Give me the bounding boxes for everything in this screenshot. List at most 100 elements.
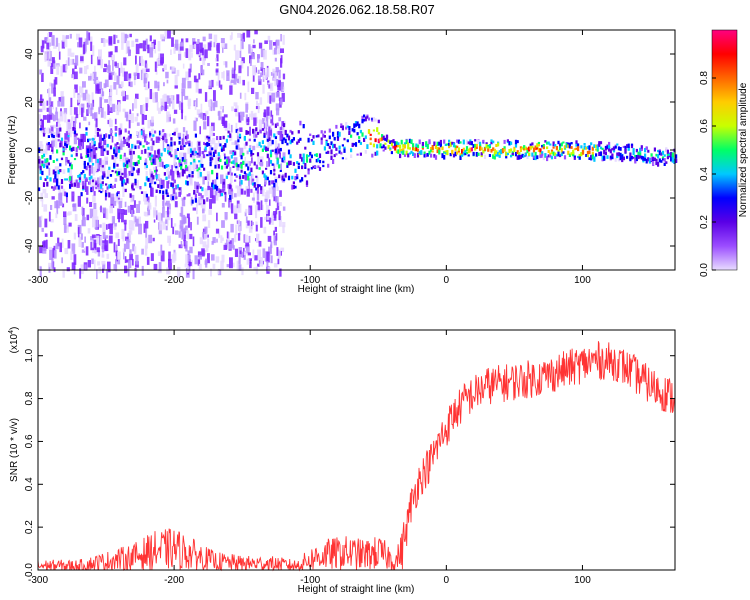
spectrogram-band-cell [454,146,457,151]
spectrogram-noise-cell [125,94,129,100]
spectrogram-noise-cell [93,202,97,210]
spectrogram-noise-cell [144,158,148,166]
spectrogram-noise-cell [136,122,140,126]
spectrogram-noise-cell [165,212,167,220]
spectrogram-band-cell [626,155,629,159]
spectrogram-noise-cell [133,200,136,208]
spectrogram-noise-cell [69,105,73,116]
spectrogram-noise-cell [189,233,193,240]
spectrogram-noise-cell [102,263,106,270]
spectrogram-noise-cell [40,215,43,221]
spectrogram-noise-cell [113,200,117,206]
spectrogram-band-cell [441,153,444,159]
spectrogram-band-cell [459,153,462,156]
spectrogram-band-cell [477,152,480,156]
spectrogram-noise-cell [55,111,59,121]
spectrogram-band-cell [93,140,96,145]
spectrogram-noise-cell [202,54,206,66]
spectrogram-noise-cell [249,145,252,151]
spectrogram-band-cell [162,129,165,133]
spectrogram-band-cell [95,186,98,190]
spectrogram-noise-cell [128,170,131,176]
spectrogram-noise-cell [96,269,98,280]
spectrogram-band-cell [243,137,246,140]
spectrogram-band-cell [238,133,242,138]
spectrogram-noise-cell [272,71,276,78]
spectrogram-noise-cell [157,41,161,52]
spectrogram-noise-cell [247,252,251,256]
spectrogram-noise-cell [209,126,214,137]
spectrogram-noise-cell [119,168,123,175]
spectrogram-noise-cell [195,164,199,169]
spectrogram-noise-cell [218,80,221,88]
spectrogram-noise-cell [282,126,284,134]
spectrogram-band-cell [108,134,111,139]
spectrogram-noise-cell [216,63,219,67]
spectrogram-band-cell [108,184,111,189]
spectrogram-band-cell [652,156,655,160]
spectrogram-noise-cell [268,128,273,138]
spectrogram-noise-cell [198,255,202,260]
spectrogram-band-cell [39,128,42,131]
spectrogram-band-cell [193,158,196,162]
spectrogram-noise-cell [260,72,263,77]
spectrogram-band-cell [258,184,261,187]
spectrogram-band-cell [328,135,331,140]
spectrogram-noise-cell [180,102,184,114]
spectrogram-band-cell [60,185,64,189]
spectrogram-band-cell [461,153,464,157]
spectrogram-band-cell [160,130,163,134]
spectrogram-noise-cell [60,65,63,77]
spectrogram-noise-cell [114,61,117,67]
spectrogram-noise-cell [135,254,139,265]
spectrogram-band-cell [114,132,117,135]
spectrogram-noise-cell [198,88,202,94]
spectrogram-band-cell [103,134,106,138]
spectrogram-band-cell [90,148,93,152]
spectrogram-band-cell [289,154,292,159]
spectrogram-band-cell [524,153,527,156]
spectrogram-noise-cell [253,267,257,271]
spectrogram-band-cell [614,145,617,149]
spectrogram-noise-cell [234,248,238,257]
spectrogram-noise-cell [48,87,51,97]
spectrogram-noise-cell [173,109,178,114]
spectrogram-noise-cell [268,217,271,225]
spectrogram-noise-cell [217,140,220,147]
spectrogram-noise-cell [166,143,168,150]
spectrogram-noise-cell [177,266,181,278]
spectrogram-band-cell [516,150,519,154]
spectrogram-band-cell [359,152,362,156]
spectrogram-noise-cell [221,203,225,208]
spectrogram-noise-cell [39,69,43,75]
spectrogram-noise-cell [135,38,139,43]
spectrogram-band-cell [653,157,656,163]
spectrogram-noise-cell [235,122,238,133]
spectrogram-band-cell [144,162,147,166]
spectrogram-band-cell [454,145,457,148]
spectrogram-band-cell [583,145,586,150]
spectrogram-noise-cell [221,237,224,241]
spectrogram-noise-cell [46,42,50,50]
spectrogram-band-cell [201,195,204,198]
spectrogram-noise-cell [199,237,203,245]
spectrogram-noise-cell [207,238,210,248]
spectrogram-band-cell [242,161,245,165]
spectrogram-noise-cell [153,166,156,171]
spectrogram-noise-cell [94,219,98,230]
spectrogram-band-cell [531,146,534,149]
spectrogram-noise-cell [59,111,64,122]
spectrogram-noise-cell [266,115,269,127]
spectrogram-noise-cell [194,181,196,190]
spectrogram-noise-cell [166,181,170,189]
spectrogram-noise-cell [207,42,212,51]
spectrogram-noise-cell [120,209,125,215]
spectrogram-noise-cell [280,58,283,68]
spectrogram-band-cell [563,145,567,149]
spectrogram-band-cell [657,161,660,167]
spectrogram-noise-cell [131,220,135,231]
spectrogram-band-cell [573,148,576,151]
spectrogram-band-cell [381,146,384,149]
spectrogram-band-cell [108,192,111,198]
spectrogram-band-cell [145,165,148,168]
